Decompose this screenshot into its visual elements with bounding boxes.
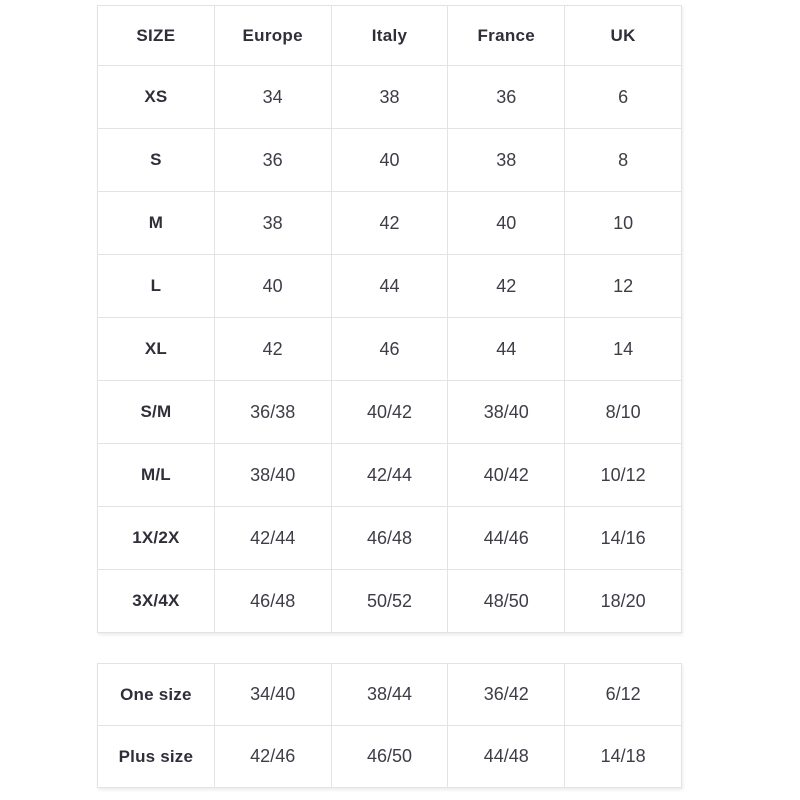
- row-label: L: [97, 254, 215, 318]
- size-cell-france: 48/50: [447, 569, 566, 633]
- size-cell-europe: 42/44: [213, 506, 332, 570]
- size-cell-france: 36: [447, 65, 566, 129]
- size-cell-europe: 34/40: [213, 663, 332, 726]
- size-cell-europe: 42/46: [213, 725, 332, 788]
- size-cell-france: 40: [447, 191, 566, 255]
- size-cell-italy: 44: [330, 254, 449, 318]
- size-cell-france: 44/48: [447, 725, 566, 788]
- size-cell-france: 38/40: [447, 380, 566, 444]
- size-cell-europe: 46/48: [213, 569, 332, 633]
- table-row-3x-4x: 3X/4X 46/48 50/52 48/50 18/20: [97, 569, 682, 633]
- table-row-plus-size: Plus size 42/46 46/50 44/48 14/18: [97, 725, 682, 788]
- column-header-uk: UK: [564, 5, 682, 66]
- table-row-l: L 40 44 42 12: [97, 254, 682, 318]
- row-label: XL: [97, 317, 215, 381]
- table-row-xs: XS 34 38 36 6: [97, 65, 682, 129]
- column-header-size: SIZE: [97, 5, 215, 66]
- size-cell-france: 40/42: [447, 443, 566, 507]
- size-cell-uk: 6: [564, 65, 682, 129]
- size-cell-italy: 38: [330, 65, 449, 129]
- size-cell-uk: 10: [564, 191, 682, 255]
- size-cell-uk: 14/18: [564, 725, 682, 788]
- table-row-1x-2x: 1X/2X 42/44 46/48 44/46 14/16: [97, 506, 682, 570]
- row-label: S: [97, 128, 215, 192]
- size-cell-europe: 34: [213, 65, 332, 129]
- table-row-s: S 36 40 38 8: [97, 128, 682, 192]
- column-header-italy: Italy: [330, 5, 449, 66]
- size-cell-europe: 40: [213, 254, 332, 318]
- size-cell-uk: 6/12: [564, 663, 682, 726]
- size-cell-italy: 40: [330, 128, 449, 192]
- size-cell-uk: 14: [564, 317, 682, 381]
- table-row-s-m: S/M 36/38 40/42 38/40 8/10: [97, 380, 682, 444]
- size-cell-europe: 38: [213, 191, 332, 255]
- size-cell-europe: 36: [213, 128, 332, 192]
- size-cell-france: 42: [447, 254, 566, 318]
- size-cell-europe: 38/40: [213, 443, 332, 507]
- size-table-header: SIZE Europe Italy France UK: [97, 5, 682, 66]
- size-cell-italy: 50/52: [330, 569, 449, 633]
- size-table-body: XS 34 38 36 6 S 36 40 38 8 M 38 42 40 10: [97, 65, 682, 633]
- size-cell-europe: 42: [213, 317, 332, 381]
- size-cell-france: 44/46: [447, 506, 566, 570]
- size-cell-europe: 36/38: [213, 380, 332, 444]
- size-cell-france: 38: [447, 128, 566, 192]
- row-label: M: [97, 191, 215, 255]
- row-label: 3X/4X: [97, 569, 215, 633]
- size-cell-uk: 8/10: [564, 380, 682, 444]
- column-header-france: France: [447, 5, 566, 66]
- size-cell-france: 36/42: [447, 663, 566, 726]
- size-cell-uk: 14/16: [564, 506, 682, 570]
- row-label: S/M: [97, 380, 215, 444]
- column-header-europe: Europe: [213, 5, 332, 66]
- size-cell-italy: 46/50: [330, 725, 449, 788]
- table-row-m: M 38 42 40 10: [97, 191, 682, 255]
- row-label: M/L: [97, 443, 215, 507]
- header-row: SIZE Europe Italy France UK: [97, 5, 682, 66]
- special-sizes-table: One size 34/40 38/44 36/42 6/12 Plus siz…: [97, 663, 682, 788]
- size-cell-uk: 12: [564, 254, 682, 318]
- size-cell-france: 44: [447, 317, 566, 381]
- size-cell-italy: 42/44: [330, 443, 449, 507]
- size-conversion-table: SIZE Europe Italy France UK XS 34 38 36 …: [97, 5, 682, 633]
- row-label: XS: [97, 65, 215, 129]
- size-cell-italy: 46/48: [330, 506, 449, 570]
- size-cell-italy: 42: [330, 191, 449, 255]
- size-cell-uk: 10/12: [564, 443, 682, 507]
- size-cell-italy: 46: [330, 317, 449, 381]
- special-sizes-table-body: One size 34/40 38/44 36/42 6/12 Plus siz…: [97, 663, 682, 788]
- row-label: One size: [97, 663, 215, 726]
- table-row-xl: XL 42 46 44 14: [97, 317, 682, 381]
- size-cell-italy: 38/44: [330, 663, 449, 726]
- size-cell-uk: 18/20: [564, 569, 682, 633]
- table-row-one-size: One size 34/40 38/44 36/42 6/12: [97, 663, 682, 726]
- table-row-m-l: M/L 38/40 42/44 40/42 10/12: [97, 443, 682, 507]
- row-label: Plus size: [97, 725, 215, 788]
- size-cell-italy: 40/42: [330, 380, 449, 444]
- size-cell-uk: 8: [564, 128, 682, 192]
- row-label: 1X/2X: [97, 506, 215, 570]
